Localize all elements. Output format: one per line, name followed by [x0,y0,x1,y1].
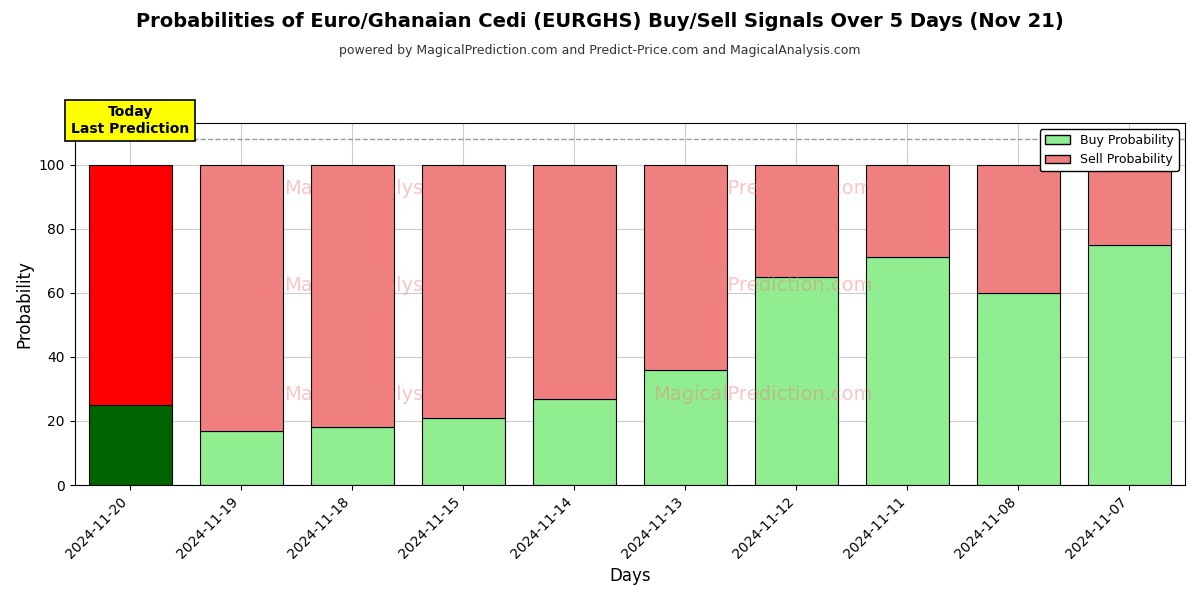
Text: MagicalPrediction.com: MagicalPrediction.com [653,277,872,295]
Bar [533,164,616,398]
Bar [533,398,616,485]
Text: powered by MagicalPrediction.com and Predict-Price.com and MagicalAnalysis.com: powered by MagicalPrediction.com and Pre… [340,44,860,57]
Text: MagicalAnalysis.com: MagicalAnalysis.com [284,179,487,197]
Bar [643,164,727,370]
Bar [421,164,505,418]
Bar [865,257,949,485]
Text: MagicalAnalysis.com: MagicalAnalysis.com [284,385,487,404]
Bar [1088,164,1171,245]
Text: MagicalPrediction.com: MagicalPrediction.com [653,385,872,404]
Bar [311,427,394,485]
Bar [199,164,283,431]
Bar [865,164,949,257]
Bar [977,293,1060,485]
Bar [311,164,394,427]
Bar [755,164,838,277]
Bar [199,431,283,485]
Bar [89,164,172,405]
Text: MagicalAnalysis.com: MagicalAnalysis.com [284,277,487,295]
X-axis label: Days: Days [610,567,650,585]
Text: MagicalPrediction.com: MagicalPrediction.com [653,179,872,197]
Text: Today
Last Prediction: Today Last Prediction [71,106,190,136]
Bar [755,277,838,485]
Bar [977,164,1060,293]
Bar [643,370,727,485]
Y-axis label: Probability: Probability [16,260,34,348]
Bar [421,418,505,485]
Legend: Buy Probability, Sell Probability: Buy Probability, Sell Probability [1040,129,1178,172]
Bar [1088,245,1171,485]
Bar [89,405,172,485]
Text: Probabilities of Euro/Ghanaian Cedi (EURGHS) Buy/Sell Signals Over 5 Days (Nov 2: Probabilities of Euro/Ghanaian Cedi (EUR… [136,12,1064,31]
